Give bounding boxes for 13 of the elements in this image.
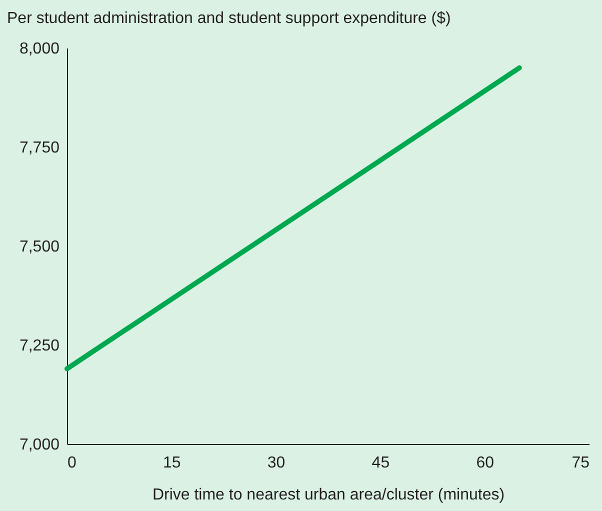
y-tick-label: 7,000 — [19, 436, 60, 454]
y-tick-label: 8,000 — [19, 40, 60, 58]
x-tick-label: 0 — [68, 454, 76, 472]
y-tick-label: 7,500 — [19, 238, 60, 256]
y-axis-title: Per student administration and student support expenditure ($) — [7, 10, 451, 27]
y-tick-label: 7,250 — [19, 338, 60, 354]
x-tick-label: 60 — [476, 454, 494, 472]
y-tick-label: 7,750 — [19, 140, 60, 156]
x-tick-label: 15 — [163, 454, 181, 472]
x-tick-label: 75 — [572, 454, 590, 472]
x-axis-title: Drive time to nearest urban area/cluster (minutes) — [152, 486, 505, 504]
x-tick-label: 30 — [267, 454, 286, 472]
x-tick-label: 45 — [372, 454, 390, 472]
